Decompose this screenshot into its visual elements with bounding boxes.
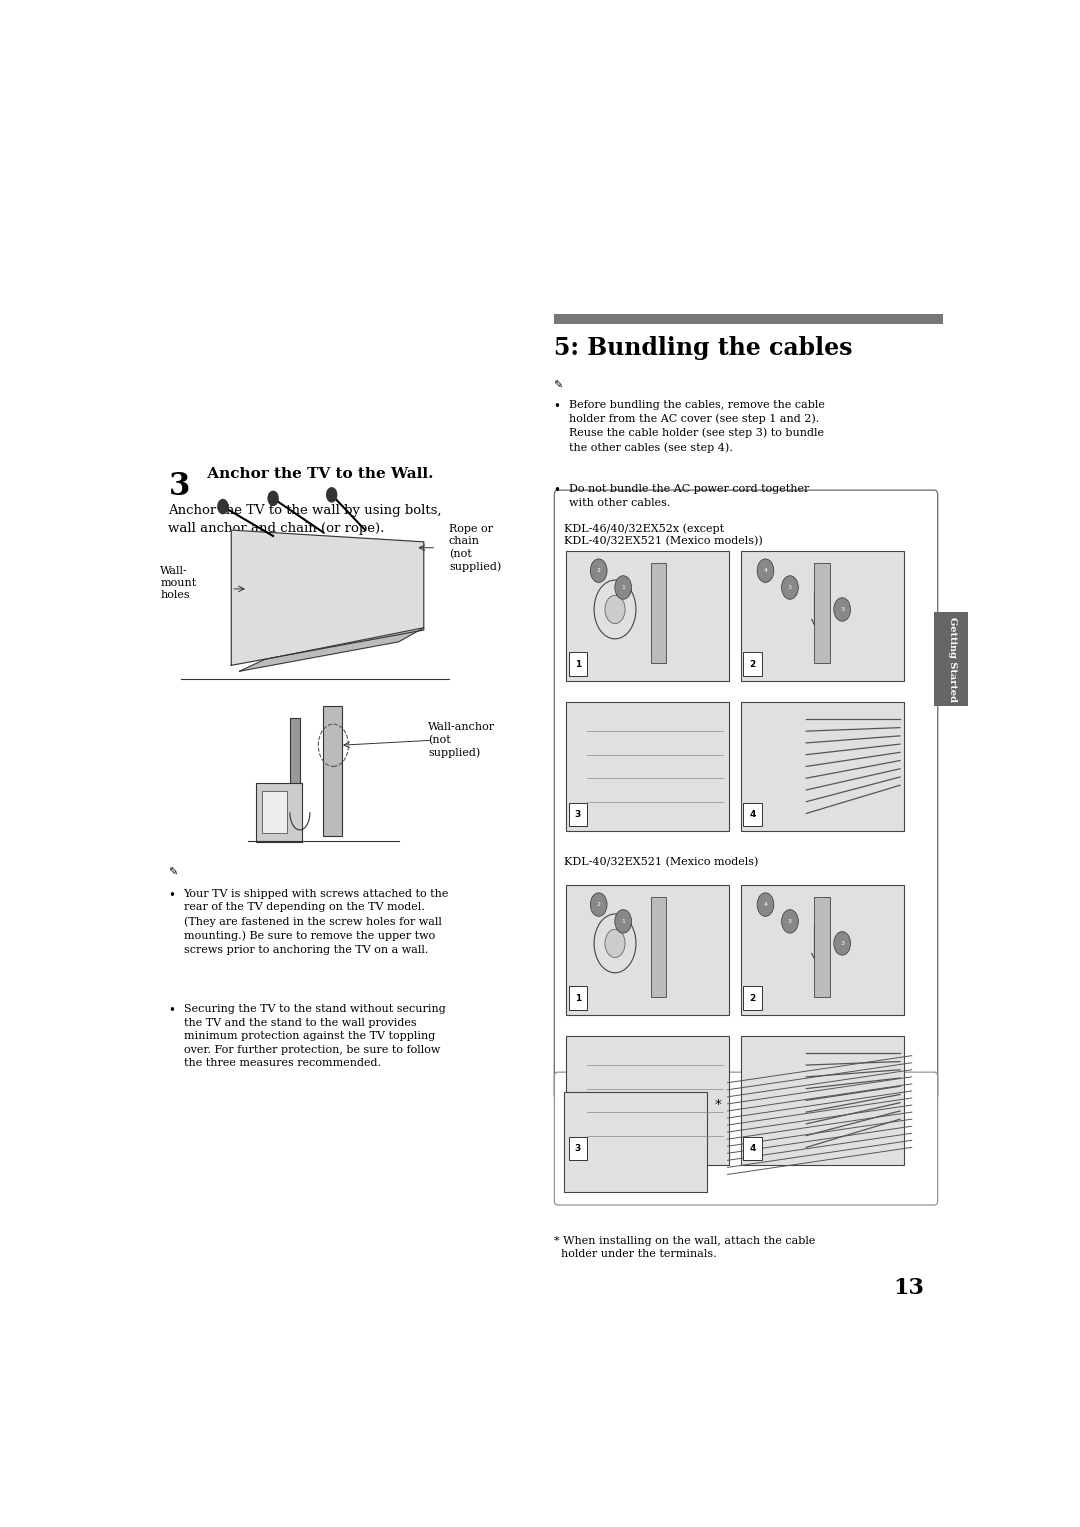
Text: •: • bbox=[168, 889, 175, 902]
Text: Before bundling the cables, remove the cable
holder from the AC cover (see step : Before bundling the cables, remove the c… bbox=[568, 400, 824, 454]
Circle shape bbox=[605, 930, 625, 957]
Circle shape bbox=[757, 893, 774, 916]
Polygon shape bbox=[231, 530, 423, 666]
Text: 4: 4 bbox=[750, 811, 756, 818]
Circle shape bbox=[782, 910, 798, 933]
Bar bbox=[323, 707, 341, 835]
Text: 3: 3 bbox=[168, 472, 190, 502]
Circle shape bbox=[615, 576, 632, 599]
Text: 5: Bundling the cables: 5: Bundling the cables bbox=[554, 336, 852, 360]
Bar bbox=[934, 612, 968, 707]
Text: * When installing on the wall, attach the cable
  holder under the terminals.: * When installing on the wall, attach th… bbox=[554, 1235, 815, 1260]
Text: 1: 1 bbox=[621, 585, 625, 589]
Bar bbox=[741, 886, 904, 1014]
Text: 3: 3 bbox=[788, 585, 792, 589]
Text: 2: 2 bbox=[750, 660, 756, 669]
Text: 3: 3 bbox=[788, 919, 792, 924]
Circle shape bbox=[218, 499, 228, 513]
Bar bbox=[651, 896, 666, 997]
Text: 4: 4 bbox=[764, 568, 768, 573]
Text: 3: 3 bbox=[840, 941, 845, 945]
Text: 4: 4 bbox=[750, 1144, 756, 1153]
Text: Anchor the TV to the Wall.: Anchor the TV to the Wall. bbox=[202, 467, 433, 481]
Text: Getting Started: Getting Started bbox=[948, 617, 957, 702]
Bar bbox=[256, 783, 302, 841]
Circle shape bbox=[268, 492, 279, 505]
Circle shape bbox=[591, 559, 607, 582]
Bar bbox=[743, 1136, 761, 1161]
Text: •: • bbox=[168, 1003, 175, 1017]
Circle shape bbox=[834, 597, 851, 621]
Text: 3: 3 bbox=[840, 606, 845, 612]
Bar bbox=[566, 1035, 729, 1165]
Bar bbox=[743, 986, 761, 1009]
Text: Wall-
mount
holes: Wall- mount holes bbox=[160, 565, 197, 600]
Bar bbox=[566, 551, 729, 681]
Text: ✎: ✎ bbox=[168, 867, 178, 878]
Bar bbox=[741, 1035, 904, 1165]
Bar bbox=[568, 652, 588, 676]
Bar bbox=[565, 1092, 706, 1193]
Text: 2: 2 bbox=[596, 902, 600, 907]
Text: 1: 1 bbox=[575, 660, 581, 669]
Text: 2: 2 bbox=[750, 994, 756, 1003]
Text: Rope or
chain
(not
supplied): Rope or chain (not supplied) bbox=[449, 524, 501, 573]
Text: Your TV is shipped with screws attached to the
rear of the TV depending on the T: Your TV is shipped with screws attached … bbox=[184, 889, 449, 954]
Text: 2: 2 bbox=[596, 568, 600, 573]
Circle shape bbox=[615, 910, 632, 933]
Bar bbox=[651, 563, 666, 663]
Bar bbox=[568, 803, 588, 826]
Polygon shape bbox=[240, 628, 423, 672]
Bar bbox=[743, 803, 761, 826]
Text: 1: 1 bbox=[621, 919, 625, 924]
Bar bbox=[566, 702, 729, 831]
Text: ✎: ✎ bbox=[554, 380, 563, 391]
Text: 3: 3 bbox=[575, 1144, 581, 1153]
FancyBboxPatch shape bbox=[554, 1072, 937, 1205]
Text: 13: 13 bbox=[894, 1278, 924, 1299]
Circle shape bbox=[591, 893, 607, 916]
Circle shape bbox=[605, 596, 625, 623]
Bar bbox=[554, 313, 943, 324]
Bar bbox=[814, 563, 829, 663]
Circle shape bbox=[757, 559, 774, 582]
Text: KDL-46/40/32EX52x (except
KDL-40/32EX521 (Mexico models)): KDL-46/40/32EX52x (except KDL-40/32EX521… bbox=[565, 524, 764, 547]
Text: Anchor bolts (M6) (not supplied): Anchor bolts (M6) (not supplied) bbox=[240, 548, 424, 559]
Text: •: • bbox=[554, 400, 561, 412]
Text: KDL-40/32EX521 (Mexico models): KDL-40/32EX521 (Mexico models) bbox=[565, 857, 759, 867]
Bar bbox=[743, 652, 761, 676]
Bar bbox=[566, 886, 729, 1014]
FancyBboxPatch shape bbox=[554, 490, 937, 1099]
Text: 4: 4 bbox=[764, 902, 768, 907]
Bar bbox=[568, 1136, 588, 1161]
Text: •: • bbox=[554, 484, 561, 498]
Text: Wall-anchor
(not
supplied): Wall-anchor (not supplied) bbox=[428, 722, 495, 759]
Bar bbox=[262, 791, 287, 834]
Text: 1: 1 bbox=[575, 994, 581, 1003]
Bar bbox=[289, 718, 300, 831]
Bar bbox=[741, 551, 904, 681]
Text: Anchor the TV to the wall by using bolts,
wall anchor and chain (or rope).: Anchor the TV to the wall by using bolts… bbox=[168, 504, 442, 536]
Text: *: * bbox=[715, 1098, 721, 1112]
Text: Securing the TV to the stand without securing
the TV and the stand to the wall p: Securing the TV to the stand without sec… bbox=[184, 1003, 445, 1069]
Bar bbox=[568, 986, 588, 1009]
Bar bbox=[814, 896, 829, 997]
Bar bbox=[741, 702, 904, 831]
Text: Do not bundle the AC power cord together
with other cables.: Do not bundle the AC power cord together… bbox=[568, 484, 809, 508]
Text: 3: 3 bbox=[575, 811, 581, 818]
Circle shape bbox=[782, 576, 798, 599]
Circle shape bbox=[834, 931, 851, 956]
Circle shape bbox=[326, 487, 337, 502]
